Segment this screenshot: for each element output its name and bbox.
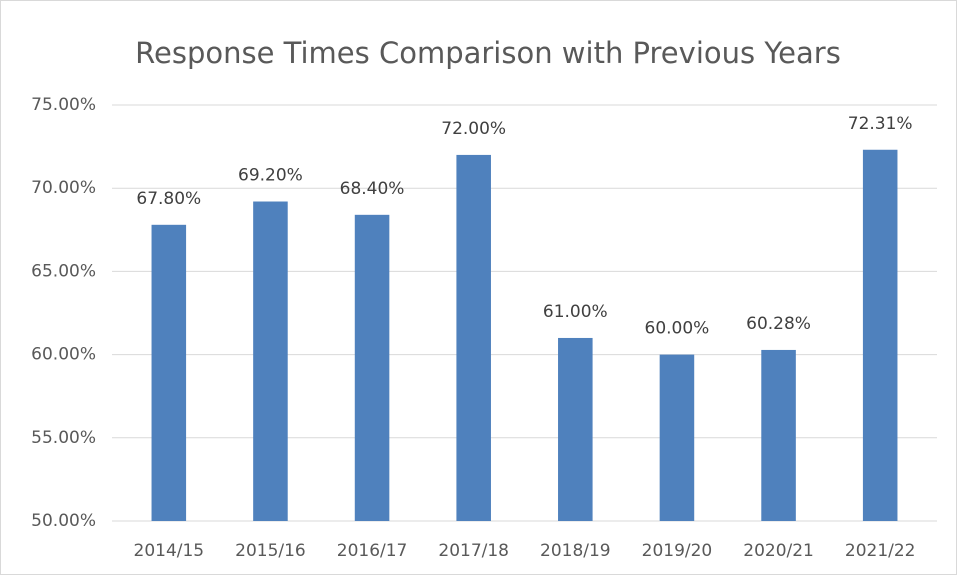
bar bbox=[558, 337, 593, 521]
data-label: 61.00% bbox=[543, 302, 608, 322]
bar bbox=[659, 354, 695, 521]
x-tick-label: 2014/15 bbox=[134, 541, 205, 561]
x-tick-label: 2019/20 bbox=[642, 541, 713, 561]
bar bbox=[151, 224, 187, 522]
bar bbox=[761, 349, 796, 521]
bar bbox=[456, 154, 491, 522]
x-tick-label: 2021/22 bbox=[845, 541, 916, 561]
data-label: 69.20% bbox=[238, 166, 303, 186]
x-tick-label: 2017/18 bbox=[438, 541, 509, 561]
data-label: 60.28% bbox=[746, 314, 811, 334]
bar bbox=[253, 201, 288, 521]
x-tick-label: 2020/21 bbox=[743, 541, 814, 561]
x-tick-label: 2018/19 bbox=[540, 541, 611, 561]
bar bbox=[354, 214, 390, 521]
data-label: 68.40% bbox=[340, 179, 405, 199]
x-tick-label: 2016/17 bbox=[337, 541, 408, 561]
y-tick-label: 60.00% bbox=[31, 345, 96, 365]
y-tick-label: 70.00% bbox=[31, 178, 96, 198]
data-label: 60.00% bbox=[645, 319, 710, 339]
data-label: 72.00% bbox=[441, 119, 506, 139]
bar bbox=[862, 149, 898, 521]
chart-title: Response Times Comparison with Previous … bbox=[135, 36, 841, 70]
data-label: 72.31% bbox=[848, 114, 913, 134]
y-tick-label: 55.00% bbox=[31, 428, 96, 448]
y-tick-label: 65.00% bbox=[31, 261, 96, 281]
data-label: 67.80% bbox=[136, 189, 201, 209]
y-tick-label: 50.00% bbox=[31, 511, 96, 531]
y-tick-label: 75.00% bbox=[31, 95, 96, 115]
x-tick-label: 2015/16 bbox=[235, 541, 306, 561]
